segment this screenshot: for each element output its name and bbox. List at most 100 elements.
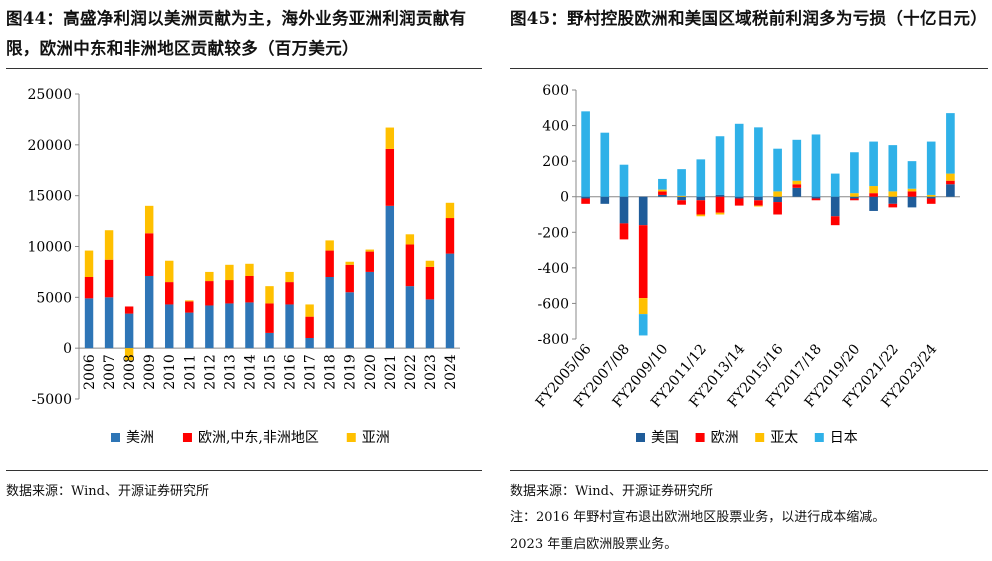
bar-segment-2008-亚洲 <box>124 348 134 361</box>
bar-segment-FY2007/08-欧洲 <box>619 223 629 240</box>
bar-segment-2013-美洲 <box>225 303 234 349</box>
bar-segment-FY2022/23-日本 <box>907 161 917 189</box>
legend-swatch-美洲 <box>111 433 120 442</box>
x-tick-label: 2012 <box>202 354 218 390</box>
y-tick-label: -800 <box>538 332 569 348</box>
bar-segment-FY2011/12-亚太 <box>696 214 706 217</box>
legend-swatch-日本 <box>814 433 824 442</box>
bar-segment-FY2012/13-美国 <box>715 194 725 197</box>
y-tick-label: 200 <box>542 154 569 170</box>
y-tick-label: 25000 <box>27 87 72 103</box>
bar-segment-FY2010/11-美国 <box>677 196 686 201</box>
bar-segment-FY2023/24-美国 <box>926 196 936 199</box>
legend-swatch-亚洲 <box>346 433 356 442</box>
bar-segment-2016-亚洲 <box>285 271 294 283</box>
bar-segment-2015-美洲 <box>265 332 274 349</box>
x-tick-label: 2006 <box>82 354 98 390</box>
x-tick-label: 2013 <box>222 354 238 390</box>
bar-segment-FY2008/09-日本 <box>638 314 648 336</box>
right-source-rule <box>510 470 988 471</box>
bar-segment-FY2022/23-欧洲 <box>907 191 917 197</box>
y-tick-label: 20000 <box>27 138 72 154</box>
bar-segment-2018-欧洲,中东,非洲地区 <box>325 250 334 277</box>
bar-segment-FY2017/18-美国 <box>811 196 821 199</box>
bar-segment-FY2017/18-日本 <box>811 134 821 197</box>
x-tick-label: 2011 <box>182 354 198 390</box>
bar-segment-2009-亚洲 <box>144 205 154 234</box>
bar-segment-2021-亚洲 <box>385 127 395 149</box>
x-tick-label: 2017 <box>303 354 319 390</box>
bar-segment-FY2015/16-亚太 <box>773 191 782 197</box>
y-tick-label: 600 <box>542 83 569 99</box>
bar-segment-FY2007/08-日本 <box>619 164 629 197</box>
bar-segment-FY2013/14-日本 <box>734 123 744 197</box>
y-tick-label: -400 <box>538 261 569 277</box>
legend-label-亚太: 亚太 <box>770 430 798 446</box>
bar-segment-2022-亚洲 <box>405 234 415 245</box>
bar-segment-FY2012/13-欧洲 <box>715 196 725 213</box>
bar-segment-2023-美洲 <box>425 299 435 349</box>
bar-segment-FY2009/10-日本 <box>658 178 667 190</box>
bar-segment-2015-亚洲 <box>265 286 274 304</box>
x-tick-label: 2009 <box>142 354 158 390</box>
legend-label-亚洲: 亚洲 <box>362 430 390 446</box>
y-tick-label: 0 <box>560 190 569 206</box>
legend-swatch-亚太 <box>755 433 765 442</box>
bar-segment-2016-欧洲,中东,非洲地区 <box>285 282 294 305</box>
bar-segment-FY2017/18-欧洲 <box>811 198 821 201</box>
bar-segment-FY2012/13-日本 <box>715 136 725 195</box>
bar-segment-2011-美洲 <box>185 312 194 349</box>
bar-segment-FY2018/19-欧洲 <box>830 216 840 226</box>
x-tick-label: 2008 <box>122 354 138 390</box>
bar-segment-2019-亚洲 <box>345 261 354 265</box>
left-figure-title: 图44：高盛净利润以美洲贡献为主，海外业务亚洲利润贡献有限，欧洲中东和非洲地区贡… <box>6 9 467 58</box>
legend-swatch-欧洲 <box>695 433 705 442</box>
bar-segment-FY2016/17-日本 <box>792 139 802 181</box>
bar-segment-FY2020/21-日本 <box>869 141 878 187</box>
legend-swatch-欧洲,中东,非洲地区 <box>182 433 192 442</box>
bar-segment-FY2022/23-美国 <box>907 196 917 208</box>
bar-segment-2013-亚洲 <box>225 264 234 281</box>
bar-segment-2017-亚洲 <box>305 304 314 317</box>
bar-segment-FY2024/25-日本 <box>946 113 955 174</box>
bar-segment-2007-欧洲,中东,非洲地区 <box>104 259 114 298</box>
bar-segment-FY2020/21-美国 <box>869 196 878 211</box>
bar-segment-2018-亚洲 <box>325 240 334 251</box>
x-tick-label: 2024 <box>443 354 459 390</box>
bar-segment-2014-欧洲,中东,非洲地区 <box>245 275 254 303</box>
right-note-line-2: 2023 年重启欧洲股票业务。 <box>510 537 678 552</box>
legend-label-日本: 日本 <box>830 430 858 446</box>
bar-segment-2024-美洲 <box>445 253 455 349</box>
bar-segment-2006-亚洲 <box>84 250 94 277</box>
left-title-rule <box>6 68 482 69</box>
bar-segment-FY2023/24-亚太 <box>926 194 936 197</box>
y-tick-label: 15000 <box>27 189 72 205</box>
x-tick-label: 2015 <box>263 354 279 390</box>
bar-segment-FY2014/15-亚太 <box>754 205 763 207</box>
bar-segment-2018-美洲 <box>325 277 334 349</box>
bar-segment-2015-欧洲,中东,非洲地区 <box>265 303 274 333</box>
bar-segment-FY2006/07-日本 <box>600 132 610 197</box>
y-tick-label: 10000 <box>27 240 72 256</box>
bar-segment-2007-亚洲 <box>104 230 114 260</box>
bar-segment-2016-美洲 <box>285 304 294 349</box>
left-source-rule <box>6 470 482 471</box>
bar-segment-FY2006/07-美国 <box>600 196 610 204</box>
bar-segment-FY2009/10-亚太 <box>658 189 667 192</box>
bar-segment-FY2021/22-日本 <box>888 145 898 192</box>
bar-segment-2023-欧洲,中东,非洲地区 <box>425 266 435 300</box>
bar-segment-FY2016/17-亚太 <box>792 180 802 185</box>
bar-segment-2009-美洲 <box>144 275 154 349</box>
bar-segment-2010-美洲 <box>165 304 174 349</box>
bar-segment-FY2014/15-美国 <box>754 196 763 201</box>
left-source-text: 数据来源：Wind、开源证券研究所 <box>6 484 209 499</box>
legend-label-欧洲,中东,非洲地区: 欧洲,中东,非洲地区 <box>198 430 319 446</box>
bar-segment-FY2022/23-亚太 <box>907 188 917 192</box>
bar-segment-2006-欧洲,中东,非洲地区 <box>84 277 94 299</box>
bar-segment-2012-欧洲,中东,非洲地区 <box>205 281 214 306</box>
legend-swatch-美国 <box>636 433 645 442</box>
bar-segment-FY2008/09-欧洲 <box>638 225 648 299</box>
bar-segment-FY2008/09-亚太 <box>638 298 648 315</box>
bar-segment-2014-亚洲 <box>245 263 254 276</box>
